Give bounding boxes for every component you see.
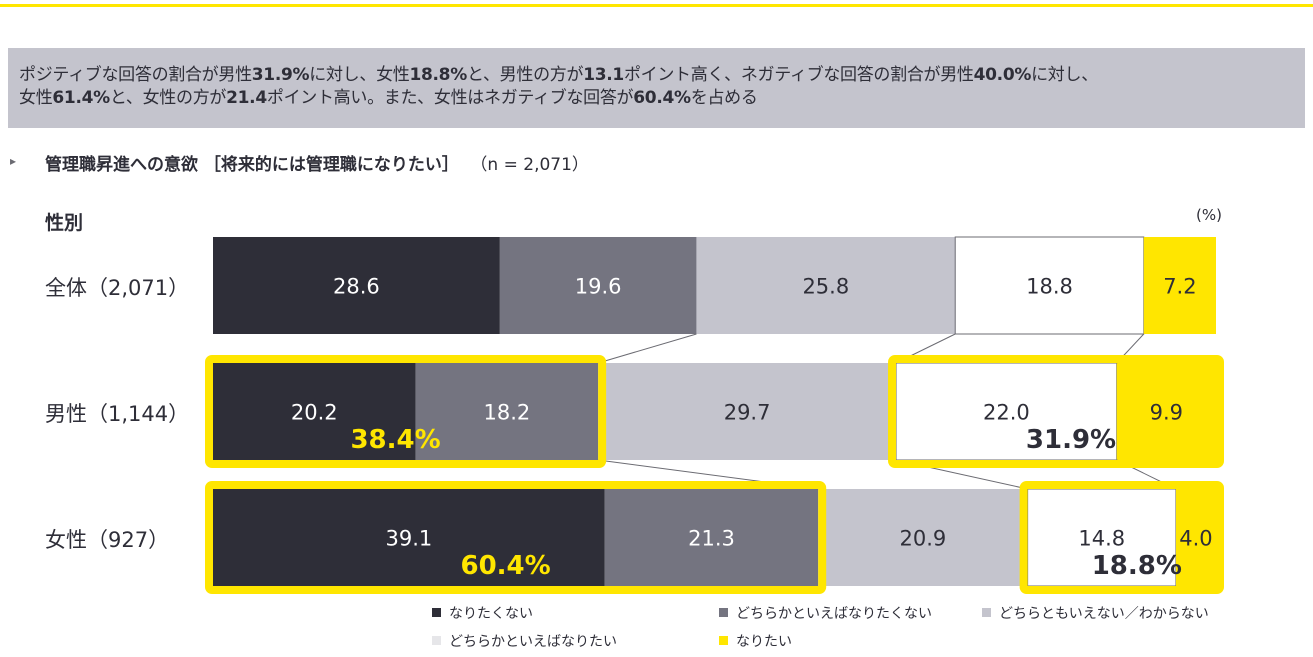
heading-bullet-icon: ▸: [10, 154, 17, 168]
row-label-female: 女性（927）: [45, 528, 170, 552]
legend-label-4: なりたい: [736, 634, 792, 650]
highlight-label-3: 18.8%: [1092, 551, 1182, 581]
legend-item-0: なりたくない: [432, 603, 533, 623]
chart-heading: 管理職昇進への意欲 ［将来的には管理職になりたい］ （n = 2,071）: [45, 150, 589, 175]
group-label: 性別: [45, 212, 84, 234]
legend-item-4: なりたい: [719, 631, 792, 651]
summary-line1-segment-6: ポイント高く、ネガティブな回答の割合が男性: [623, 65, 974, 85]
data-label-male-series-3: 22.0: [983, 401, 1030, 425]
summary-line1-segment-5: 13.1: [583, 65, 624, 85]
legend-item-3: どちらかといえばなりたい: [432, 631, 617, 651]
data-label-female-series-4: 4.0: [1179, 527, 1212, 551]
highlight-label-2: 60.4%: [461, 551, 551, 581]
bar-female-series-4: [1175, 489, 1216, 586]
summary-line-2: 女性61.4%と、女性の方が21.4ポイント高い。また、女性はネガティブな回答が…: [19, 87, 1295, 110]
summary-line1-segment-7: 40.0%: [973, 65, 1032, 85]
data-label-female-series-2: 20.9: [900, 527, 947, 551]
unit-label: (%): [1196, 206, 1222, 224]
top-accent-rule: [0, 4, 1313, 7]
highlight-frame-2: [205, 481, 827, 594]
legend-item-1: どちらかといえばなりたくない: [719, 603, 932, 623]
bar-male-series-2: [598, 363, 897, 460]
legend-swatch-4: [719, 636, 728, 645]
bar-female-series-2: [818, 489, 1028, 586]
summary-line1-segment-3: 18.8%: [409, 65, 467, 85]
summary-line2-segment-4: ポイント高い。また、女性はネガティブな回答が: [266, 88, 634, 108]
legend-swatch-3: [432, 636, 441, 645]
summary-line2-segment-2: と、女性の方が: [109, 88, 227, 108]
bar-female-series-3: [1027, 488, 1177, 587]
summary-box: ポジティブな回答の割合が男性31.9%に対し、女性18.8%と、男性の方が13.…: [8, 48, 1305, 128]
data-label-total-series-1: 19.6: [575, 275, 622, 299]
summary-line2-segment-5: 60.4%: [633, 88, 691, 108]
summary-line1-segment-4: と、男性の方が: [466, 65, 584, 85]
bar-male-series-1: [415, 363, 599, 460]
data-label-total-series-3: 18.8: [1026, 275, 1073, 299]
summary-line2-segment-3: 21.4: [226, 88, 267, 108]
bar-total-series-1: [499, 237, 697, 334]
legend-label-3: どちらかといえばなりたい: [449, 634, 617, 650]
highlight-frame-3: [1019, 481, 1225, 594]
row-label-male: 男性（1,144）: [45, 402, 190, 426]
data-label-female-series-1: 21.3: [688, 527, 735, 551]
bar-total-series-4: [1143, 237, 1216, 334]
highlight-label-0: 38.4%: [350, 425, 440, 455]
legend-label-1: どちらかといえばなりたくない: [736, 606, 932, 622]
connector-line-total-0: [598, 333, 697, 364]
bar-male-series-0: [213, 363, 416, 460]
legend-label-0: なりたくない: [449, 606, 533, 622]
summary-line2-segment-6: を占める: [690, 88, 758, 108]
chart-heading-n: （n = 2,071）: [478, 155, 589, 175]
highlight-label-1: 31.9%: [1026, 425, 1116, 455]
data-label-female-series-0: 39.1: [386, 527, 433, 551]
highlight-frame-1: [888, 355, 1225, 468]
data-label-male-series-4: 9.9: [1150, 401, 1183, 425]
highlight-frame-0: [205, 355, 607, 468]
summary-line-1: ポジティブな回答の割合が男性31.9%に対し、女性18.8%と、男性の方が13.…: [19, 64, 1295, 87]
legend-item-2: どちらともいえない／わからない: [982, 603, 1209, 623]
summary-line2-segment-0: 女性: [19, 88, 53, 108]
bar-total-series-3: [954, 236, 1145, 335]
bar-total-series-2: [696, 237, 956, 334]
data-label-female-series-3: 14.8: [1078, 527, 1125, 551]
data-label-male-series-0: 20.2: [291, 401, 338, 425]
legend-swatch-2: [982, 608, 991, 617]
bar-male-series-4: [1116, 363, 1216, 460]
summary-line2-segment-1: 61.4%: [52, 88, 110, 108]
row-label-total: 全体（2,071）: [45, 276, 190, 300]
summary-line1-segment-0: ポジティブな回答の割合が男性: [19, 65, 252, 85]
bar-female-series-0: [213, 489, 605, 586]
data-label-total-series-4: 7.2: [1163, 275, 1196, 299]
bar-total-series-0: [213, 237, 500, 334]
legend-label-2: どちらともいえない／わからない: [999, 606, 1209, 622]
legend-swatch-1: [719, 608, 728, 617]
data-label-total-series-2: 25.8: [802, 275, 849, 299]
summary-line1-segment-8: に対し、: [1031, 65, 1098, 85]
chart-heading-title: 管理職昇進への意欲 ［将来的には管理職になりたい］: [45, 155, 459, 175]
summary-line1-segment-2: に対し、女性: [309, 65, 410, 85]
legend-swatch-0: [432, 608, 441, 617]
data-label-male-series-1: 18.2: [483, 401, 530, 425]
data-label-total-series-0: 28.6: [333, 275, 380, 299]
bar-female-series-1: [604, 489, 819, 586]
summary-line1-segment-1: 31.9%: [251, 65, 310, 85]
data-label-male-series-2: 29.7: [724, 401, 771, 425]
